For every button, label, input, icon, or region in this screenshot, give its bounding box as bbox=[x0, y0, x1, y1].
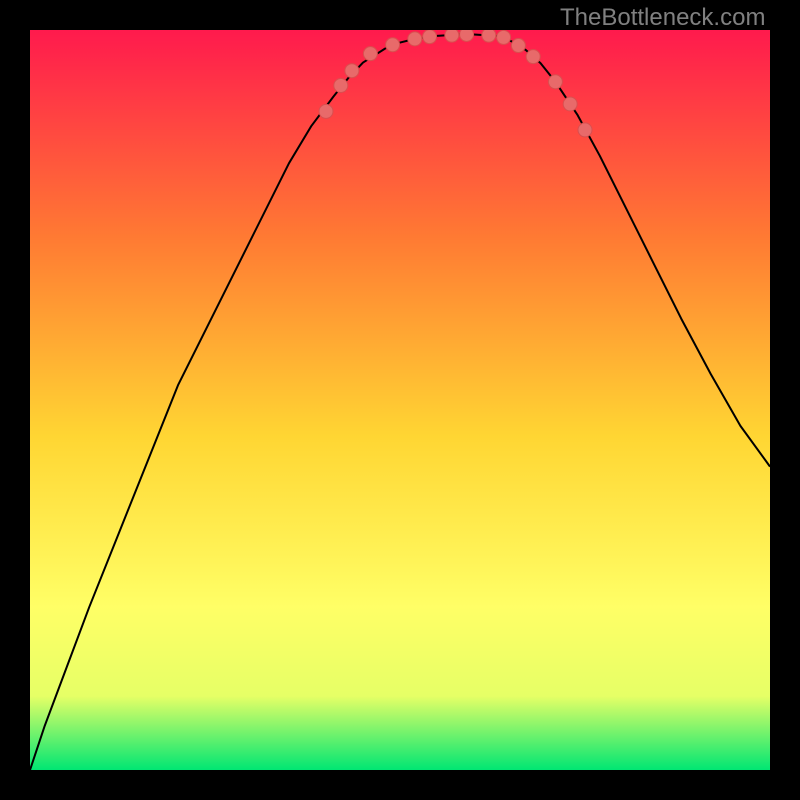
data-marker bbox=[526, 50, 540, 64]
data-marker bbox=[423, 30, 437, 44]
data-marker bbox=[345, 64, 359, 78]
data-marker bbox=[319, 104, 333, 118]
chart-svg bbox=[30, 30, 770, 770]
watermark-text: TheBottleneck.com bbox=[560, 4, 765, 32]
data-marker bbox=[578, 123, 592, 137]
data-marker bbox=[460, 30, 474, 41]
plot-area bbox=[30, 30, 770, 770]
data-marker bbox=[334, 79, 348, 93]
data-marker bbox=[363, 47, 377, 61]
data-marker bbox=[511, 39, 525, 53]
data-marker bbox=[548, 75, 562, 89]
data-marker bbox=[497, 30, 511, 44]
data-marker bbox=[445, 30, 459, 42]
data-marker bbox=[386, 38, 400, 52]
data-marker bbox=[408, 32, 422, 46]
chart-frame: TheBottleneck.com bbox=[0, 0, 800, 800]
data-marker bbox=[563, 97, 577, 111]
gradient-background bbox=[30, 30, 770, 770]
data-marker bbox=[482, 30, 496, 42]
